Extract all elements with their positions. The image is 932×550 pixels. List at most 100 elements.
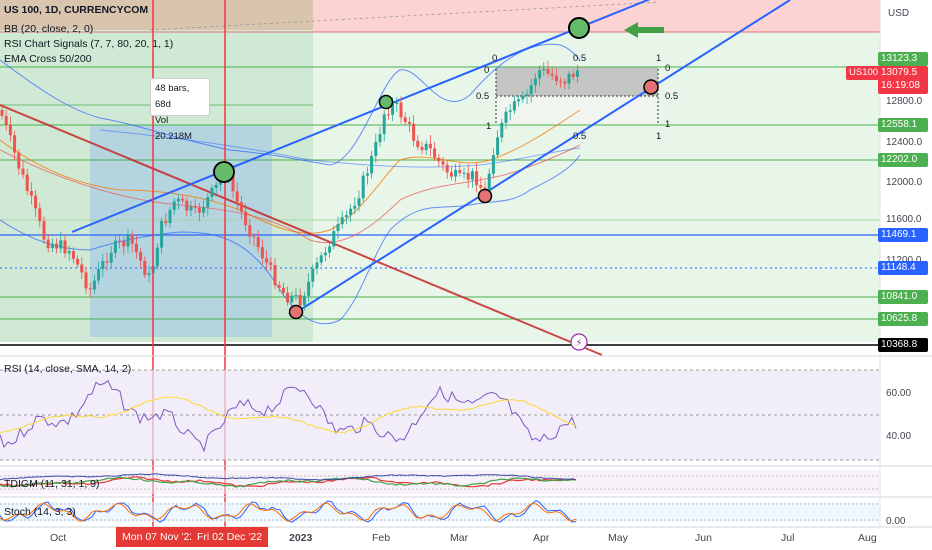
marker-red-3[interactable] [643, 79, 659, 95]
time-label: Oct [50, 532, 67, 544]
candle [433, 148, 437, 158]
indicator-ema-cross[interactable]: EMA Cross 50/200 [4, 53, 92, 65]
price-tag-12558[interactable]: 12558.1 [878, 118, 928, 132]
candle [571, 73, 575, 77]
time-label: Jun [695, 532, 712, 544]
candle [214, 184, 218, 188]
time-label: May [608, 532, 628, 544]
candle [403, 117, 407, 122]
rsi-tick: 60.00 [886, 388, 912, 399]
candle [428, 143, 432, 149]
candle [332, 231, 336, 247]
candle [525, 94, 529, 97]
candle [357, 198, 361, 206]
price-tag-10625[interactable]: 10625.8 [878, 312, 928, 326]
candle [462, 172, 466, 174]
candle [76, 258, 80, 265]
candle [546, 68, 550, 74]
candle [231, 174, 235, 192]
rsi-panel-label[interactable]: RSI (14, close, SMA, 14, 2) [4, 363, 132, 375]
candle [508, 110, 512, 112]
time-label: Jul [781, 532, 795, 544]
date-range-box[interactable] [90, 125, 272, 337]
tdigm-panel-label[interactable]: TDIGM (11, 31, 1, 9) [4, 478, 100, 490]
price-tag-12202[interactable]: 12202.0 [878, 153, 928, 167]
candle [420, 146, 424, 151]
channel-lower-line[interactable] [299, 0, 791, 311]
candle [407, 121, 411, 124]
candle [206, 197, 210, 208]
price-tick: 11200.0 [886, 255, 921, 266]
marker-green-1[interactable] [213, 161, 235, 183]
marker-green-3[interactable] [568, 17, 590, 39]
downtrend-line[interactable] [0, 104, 603, 356]
tdigm-line-blue[interactable] [0, 473, 577, 481]
candle [391, 103, 395, 115]
stoch-d-line[interactable] [0, 502, 577, 523]
arrow-left-icon[interactable] [624, 22, 664, 38]
symbol-price-tag[interactable]: US100 [846, 66, 882, 80]
candle [294, 294, 298, 296]
measure-info-box[interactable]: 48 bars, 68d Vol 20.218M [150, 78, 210, 142]
candle [445, 164, 449, 173]
candle [554, 75, 558, 82]
svg-text:⚡: ⚡ [575, 338, 582, 349]
candle [8, 125, 12, 136]
fib-label: 1 [656, 53, 662, 64]
price-tag-10368[interactable]: 10368.8 [878, 338, 928, 352]
candle [441, 161, 445, 165]
candle [63, 240, 67, 254]
candle [315, 262, 319, 269]
tdigm-line-green[interactable] [0, 476, 577, 488]
candle [319, 255, 323, 263]
fib-label: 0.5 [573, 53, 587, 64]
candle [80, 264, 84, 273]
lightning-icon[interactable]: ⚡ [570, 333, 588, 351]
marker-red-2[interactable] [477, 188, 493, 204]
candle [361, 175, 365, 199]
candle [378, 134, 382, 143]
candle [395, 102, 399, 104]
price-tag-13123[interactable]: 13123.3 [878, 52, 928, 66]
candle [563, 81, 567, 84]
candle [399, 102, 403, 118]
symbol-title[interactable]: US 100, 1D, CURRENCYCOM [4, 4, 149, 16]
indicator-bb[interactable]: BB (20, close, 2, 0) [4, 23, 94, 35]
stoch-panel-label[interactable]: Stoch (14, 3, 3) [4, 506, 76, 518]
candle [529, 85, 533, 95]
candle-countdown: 16:19:08 [881, 80, 920, 91]
candle [370, 155, 374, 174]
candle [454, 170, 458, 177]
price-tag-10841[interactable]: 10841.0 [878, 290, 928, 304]
currency-label[interactable]: USD [888, 8, 910, 19]
fib-label: 1 [656, 131, 662, 142]
candle [210, 187, 214, 198]
candle [59, 240, 63, 249]
indicator-rsi-signals[interactable]: RSI Chart Signals (7, 7, 80, 20, 1, 1) [4, 38, 174, 50]
candle [155, 247, 159, 267]
rsi-tick: 40.00 [886, 431, 912, 442]
rsi-sma-line[interactable] [0, 396, 577, 434]
candle [487, 173, 491, 193]
candle [470, 171, 474, 180]
date-tag-dec02[interactable]: Fri 02 Dec '22 [191, 527, 269, 547]
date-tag-nov07[interactable]: Mon 07 Nov '22 [116, 527, 202, 547]
price-tag-11469[interactable]: 11469.1 [878, 228, 928, 242]
marker-red-1[interactable] [288, 304, 304, 320]
candle [21, 168, 25, 175]
fib-label: 0 [492, 53, 498, 64]
price-tick: 12000.0 [886, 177, 923, 188]
candle [55, 243, 59, 249]
tdigm-line-red[interactable] [0, 476, 577, 488]
rsi-line[interactable] [0, 379, 577, 453]
candle [4, 115, 8, 126]
current-price-tag[interactable]: 13079.5 16:19:08 [878, 66, 928, 94]
price-tag-11148[interactable]: 11148.4 [878, 261, 928, 275]
time-label: Feb [372, 532, 391, 544]
channel-upper-line[interactable] [71, 0, 660, 233]
fib-label: 0.5 [665, 91, 679, 102]
candle [323, 252, 327, 256]
candle [147, 273, 151, 276]
marker-green-2[interactable] [378, 94, 394, 110]
